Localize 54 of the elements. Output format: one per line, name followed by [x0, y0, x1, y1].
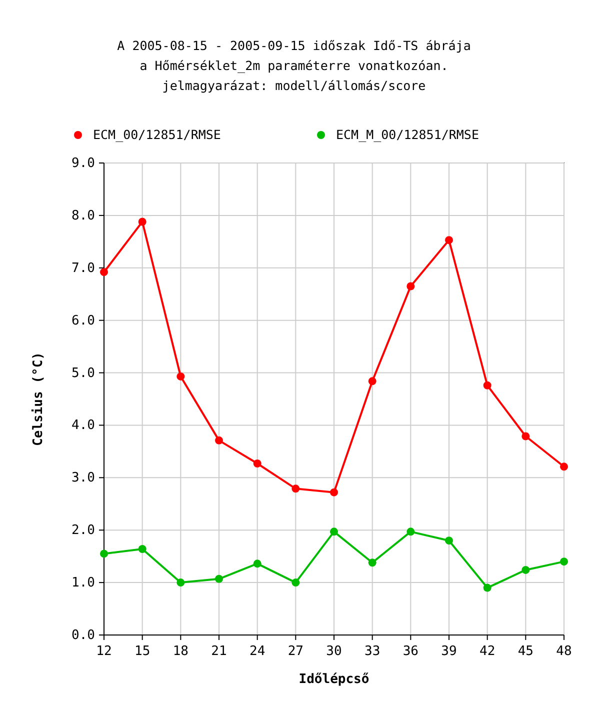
- x-tick-label: 30: [326, 644, 342, 659]
- y-tick-label: 4.0: [72, 418, 95, 434]
- y-tick-label: 1.0: [72, 576, 95, 591]
- y-tick-label: 6.0: [72, 313, 95, 328]
- x-tick-label: 15: [134, 644, 150, 659]
- x-axis-title: Időlépcső: [298, 672, 370, 687]
- point: [215, 436, 223, 444]
- point: [522, 432, 530, 440]
- point: [100, 550, 108, 558]
- point: [215, 574, 223, 583]
- x-tick-label: 42: [480, 644, 496, 659]
- point: [138, 218, 146, 226]
- x-tick-label: 12: [96, 644, 112, 659]
- x-tick-label: 33: [364, 644, 380, 659]
- point: [560, 462, 568, 471]
- point: [138, 544, 146, 553]
- y-tick-label: 9.0: [72, 156, 95, 171]
- x-tick-label: 48: [556, 644, 572, 659]
- y-tick-label: 8.0: [72, 208, 95, 224]
- point: [483, 584, 492, 592]
- x-tick-label: 27: [288, 644, 304, 659]
- y-tick-label: 0.0: [72, 628, 95, 643]
- point: [253, 460, 262, 468]
- x-tick-label: 24: [250, 644, 266, 659]
- x-tick-label: 21: [211, 644, 227, 659]
- point: [368, 377, 376, 386]
- point: [100, 268, 108, 276]
- y-tick-label: 5.0: [72, 366, 95, 381]
- point: [522, 566, 530, 574]
- point: [560, 558, 568, 566]
- x-tick-label: 45: [518, 644, 534, 659]
- point: [406, 282, 415, 290]
- point: [483, 381, 492, 390]
- point: [292, 484, 300, 493]
- point: [176, 578, 185, 587]
- point: [330, 488, 338, 496]
- y-tick-label: 2.0: [72, 523, 95, 538]
- x-tick-label: 18: [172, 644, 188, 659]
- x-tick-label: 36: [402, 644, 418, 659]
- point: [445, 236, 453, 244]
- point: [292, 578, 300, 587]
- y-tick-label: 3.0: [72, 470, 95, 486]
- point: [176, 372, 185, 380]
- chart-title: A 2005-08-15 - 2005-09-15 időszak Idő-TS ábrája a Hőmérséklet_2m paraméterre vonatkozóan. jelmagyarázat: modell/állomás/score: [117, 38, 471, 93]
- point: [445, 536, 453, 545]
- point: [406, 528, 415, 536]
- legend-label: ECM_M_00/12851/RMSE: [336, 127, 479, 142]
- y-tick-label: 7.0: [72, 260, 95, 276]
- point: [368, 558, 376, 567]
- x-tick-label: 39: [441, 644, 457, 659]
- y-axis-title: Celsius (°C): [31, 352, 46, 446]
- point: [330, 528, 338, 536]
- point: [253, 560, 262, 568]
- legend-label: ECM_00/12851/RMSE: [93, 127, 221, 142]
